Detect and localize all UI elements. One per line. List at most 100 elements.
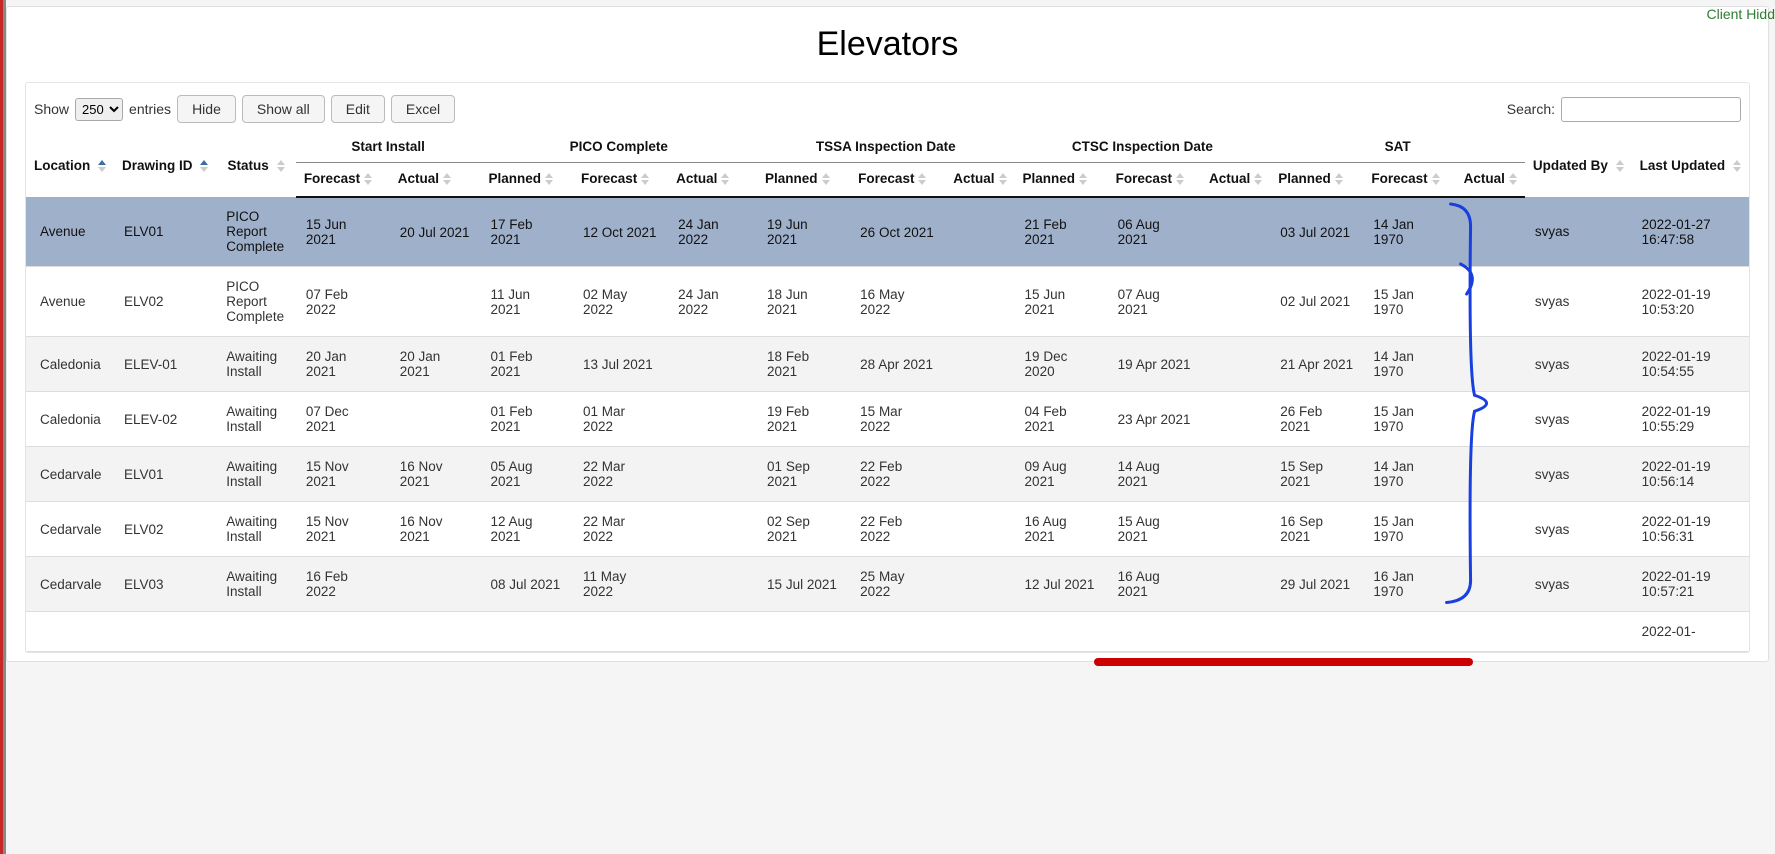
col-si-forecast[interactable]: Forecast	[296, 163, 390, 198]
col-pc-forecast[interactable]: Forecast	[573, 163, 668, 198]
cell-si_forecast: 15 Nov 2021	[296, 502, 390, 557]
showall-button[interactable]: Show all	[242, 95, 325, 123]
cell-sat_actual	[1456, 337, 1525, 392]
cell-location: Cedarvale	[26, 557, 114, 612]
col-ct-planned[interactable]: Planned	[1015, 163, 1108, 198]
col-last-updated[interactable]: Last Updated	[1632, 133, 1749, 197]
cell-ct_planned: 16 Aug 2021	[1015, 502, 1108, 557]
cell-pc_actual: 24 Jan 2022	[668, 267, 757, 337]
table-row[interactable]: CaledoniaELEV-01Awaiting Install20 Jan 2…	[26, 337, 1749, 392]
cell-ct_planned: 12 Jul 2021	[1015, 557, 1108, 612]
table-row[interactable]: CedarvaleELV03Awaiting Install16 Feb 202…	[26, 557, 1749, 612]
cell-ts_forecast: 22 Feb 2022	[850, 447, 945, 502]
search-input[interactable]	[1561, 97, 1741, 122]
cell-pc_actual	[668, 447, 757, 502]
cell-si_actual: 20 Jul 2021	[390, 197, 481, 267]
col-drawing-id[interactable]: Drawing ID	[114, 133, 216, 197]
table-row[interactable]: CaledoniaELEV-02Awaiting Install07 Dec 2…	[26, 392, 1749, 447]
cell-drawing_id: ELEV-02	[114, 392, 216, 447]
table-panel: Show 250 entries Hide Show all Edit Exce…	[25, 82, 1750, 653]
cell-ct_actual	[1201, 502, 1270, 557]
cell-sat_actual	[1456, 267, 1525, 337]
cell-ct_forecast: 15 Aug 2021	[1108, 502, 1201, 557]
sort-icon	[1733, 160, 1741, 172]
cell-status: Awaiting Install	[216, 447, 296, 502]
cell-ct_forecast: 14 Aug 2021	[1108, 447, 1201, 502]
col-ts-forecast[interactable]: Forecast	[850, 163, 945, 198]
cell-ts_planned	[757, 612, 850, 652]
cell-status	[216, 612, 296, 652]
col-ts-actual[interactable]: Actual	[945, 163, 1014, 198]
cell-pc_actual	[668, 502, 757, 557]
sort-icon	[277, 160, 285, 172]
sort-icon	[364, 173, 372, 185]
cell-si_forecast: 07 Feb 2022	[296, 267, 390, 337]
cell-ts_forecast: 26 Oct 2021	[850, 197, 945, 267]
cell-pc_planned: 01 Feb 2021	[480, 337, 573, 392]
controls-left: Show 250 entries Hide Show all Edit Exce…	[34, 95, 455, 123]
cell-si_forecast: 15 Jun 2021	[296, 197, 390, 267]
cell-ct_actual	[1201, 267, 1270, 337]
col-ts-planned[interactable]: Planned	[757, 163, 850, 198]
colgroup-tssa: TSSA Inspection Date	[757, 133, 1015, 163]
cell-sat_forecast: 14 Jan 1970	[1363, 337, 1455, 392]
table-row[interactable]: CedarvaleELV01Awaiting Install15 Nov 202…	[26, 447, 1749, 502]
cell-ct_actual	[1201, 612, 1270, 652]
entries-select[interactable]: 250	[75, 98, 123, 121]
col-ct-forecast[interactable]: Forecast	[1108, 163, 1201, 198]
cell-last_updated: 2022-01-1910:53:20	[1632, 267, 1749, 337]
elevators-table: Location Drawing ID Status	[26, 133, 1749, 652]
excel-button[interactable]: Excel	[391, 95, 455, 123]
cell-ts_forecast: 16 May 2022	[850, 267, 945, 337]
table-row[interactable]: AvenueELV01PICO Report Complete15 Jun 20…	[26, 197, 1749, 267]
cell-status: PICO Report Complete	[216, 197, 296, 267]
sort-icon	[1254, 173, 1262, 185]
cell-ts_actual	[945, 337, 1014, 392]
col-location[interactable]: Location	[26, 133, 114, 197]
cell-ct_actual	[1201, 392, 1270, 447]
cell-ts_planned: 18 Jun 2021	[757, 267, 850, 337]
cell-sat_forecast: 15 Jan 1970	[1363, 392, 1455, 447]
main-panel: Elevators Show 250 entries Hide Show all…	[6, 6, 1769, 662]
cell-drawing_id	[114, 612, 216, 652]
col-status[interactable]: Status	[216, 133, 296, 197]
cell-pc_actual	[668, 337, 757, 392]
cell-location: Caledonia	[26, 392, 114, 447]
cell-sat_forecast: 15 Jan 1970	[1363, 267, 1455, 337]
cell-sat_planned: 21 Apr 2021	[1270, 337, 1363, 392]
cell-ts_actual	[945, 502, 1014, 557]
col-ct-actual[interactable]: Actual	[1201, 163, 1270, 198]
cell-si_actual: 20 Jan 2021	[390, 337, 481, 392]
hide-button[interactable]: Hide	[177, 95, 236, 123]
table-row[interactable]: CedarvaleELV02Awaiting Install15 Nov 202…	[26, 502, 1749, 557]
cell-ct_planned: 09 Aug 2021	[1015, 447, 1108, 502]
col-sat-actual[interactable]: Actual	[1456, 163, 1525, 198]
cell-ts_planned: 19 Jun 2021	[757, 197, 850, 267]
col-sat-planned[interactable]: Planned	[1270, 163, 1363, 198]
cell-ts_planned: 01 Sep 2021	[757, 447, 850, 502]
cell-sat_actual	[1456, 392, 1525, 447]
edit-button[interactable]: Edit	[331, 95, 385, 123]
cell-ct_planned: 19 Dec 2020	[1015, 337, 1108, 392]
cell-pc_forecast: 22 Mar 2022	[573, 502, 668, 557]
cell-drawing_id: ELV02	[114, 267, 216, 337]
col-si-actual[interactable]: Actual	[390, 163, 481, 198]
cell-updated_by: svyas	[1525, 267, 1632, 337]
col-sat-forecast[interactable]: Forecast	[1363, 163, 1455, 198]
cell-si_actual	[390, 557, 481, 612]
cell-ct_forecast: 06 Aug 2021	[1108, 197, 1201, 267]
cell-updated_by: svyas	[1525, 197, 1632, 267]
cell-ct_forecast: 19 Apr 2021	[1108, 337, 1201, 392]
col-pc-actual[interactable]: Actual	[668, 163, 757, 198]
sort-icon	[1509, 173, 1517, 185]
table-row[interactable]: AvenueELV02PICO Report Complete07 Feb 20…	[26, 267, 1749, 337]
cell-ts_actual	[945, 447, 1014, 502]
cell-si_actual: 16 Nov 2021	[390, 447, 481, 502]
client-hidden-label: Client Hidd	[1707, 6, 1775, 22]
cell-pc_actual: 24 Jan 2022	[668, 197, 757, 267]
col-updated-by[interactable]: Updated By	[1525, 133, 1632, 197]
cell-sat_planned: 03 Jul 2021	[1270, 197, 1363, 267]
cell-location: Avenue	[26, 267, 114, 337]
table-row[interactable]: 2022-01-	[26, 612, 1749, 652]
col-pc-planned[interactable]: Planned	[480, 163, 573, 198]
